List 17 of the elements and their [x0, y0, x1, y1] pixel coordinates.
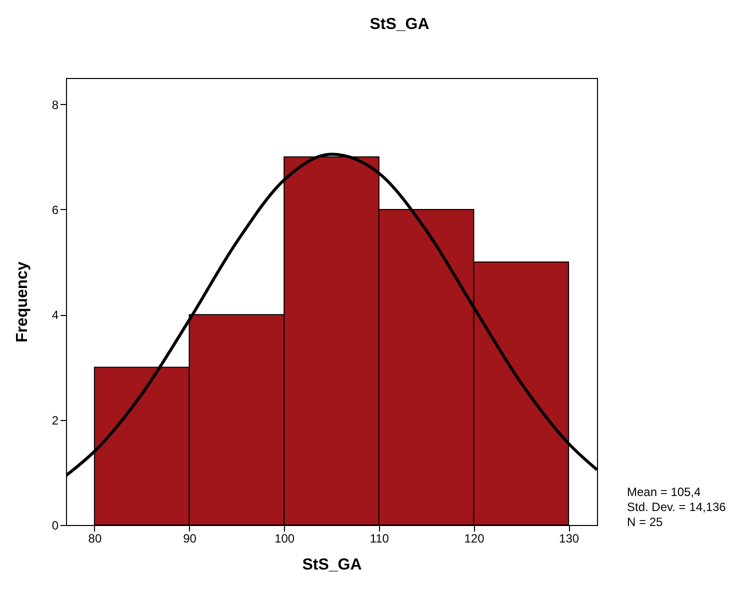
text: Mean = 105,4 [627, 485, 702, 499]
chart-title: StS_GA [370, 16, 430, 33]
x-tick-label: 90 [183, 532, 197, 546]
x-tick-label: 100 [274, 532, 295, 546]
y-tick-label: 0 [52, 518, 59, 532]
y-axis-title: Frequency [14, 261, 31, 342]
x-axis-title: StS_GA [302, 556, 362, 574]
x-tick-label: 80 [88, 532, 102, 546]
y-tick-label: 2 [52, 413, 59, 428]
y-tick-label: 4 [52, 308, 59, 322]
x-tick-label: 130 [559, 532, 580, 546]
text: N = 25 [627, 515, 664, 529]
text: Std. Dev. = 14,136 [627, 500, 726, 514]
y-tick-label: 8 [52, 98, 59, 112]
x-tick-label: 120 [464, 532, 485, 546]
y-tick-label: 6 [52, 202, 59, 217]
x-tick-label: 110 [370, 532, 390, 546]
